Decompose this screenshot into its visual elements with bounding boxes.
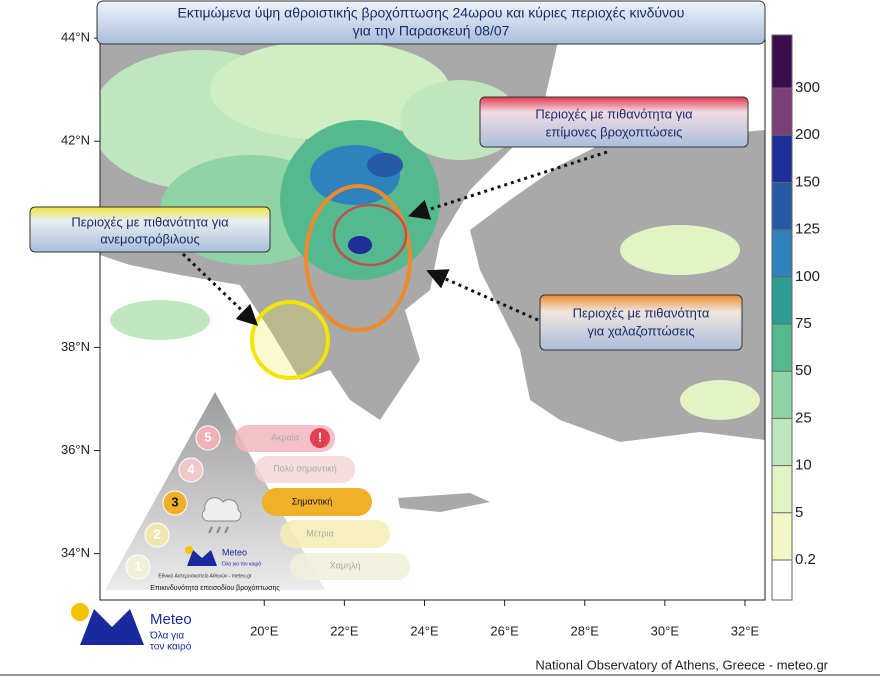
annotation: για χαλαζοπτώσεις <box>587 323 694 338</box>
risk-label: Πολύ σημαντική <box>273 463 337 473</box>
annotation-box <box>29 206 271 253</box>
logo-tagline: Όλα για <box>149 631 184 642</box>
colorbar-label: 10 <box>795 457 812 474</box>
colorbar-label: 75 <box>795 315 812 332</box>
colorbar-bin <box>772 35 792 88</box>
risk-labels: 5 Ακραία 4 Πολύ σημαντική 3 Σημαντική 2 Μέτρια 1… <box>134 429 360 573</box>
risk-number: 4 <box>187 461 195 476</box>
colorbar-label: 200 <box>795 126 820 143</box>
risk-label: Χαμηλή <box>330 560 361 570</box>
x-tick-label: 24°E <box>410 623 439 638</box>
y-tick-label: 44°N <box>61 30 90 45</box>
colorbar-bin <box>772 465 792 513</box>
colorbar-bin <box>772 324 792 372</box>
rain-area <box>332 203 408 267</box>
x-tick-label: 32°E <box>731 623 760 638</box>
tornado-area <box>250 300 330 380</box>
colorbar-bin <box>772 182 792 230</box>
y-tick-label: 34°N <box>61 545 90 560</box>
risk-number: 1 <box>134 558 141 573</box>
annotation-box <box>539 294 743 351</box>
logo <box>71 603 144 645</box>
annotation: Περιοχές με πιθανότητα <box>573 305 710 320</box>
title: Εκτιμώμενα ύψη αθροιστικής βροχόπτωσης 2… <box>178 5 685 21</box>
colorbar-label: 0.2 <box>795 551 816 568</box>
risk-scale: ! <box>105 392 410 590</box>
annotation-box <box>479 96 749 148</box>
colorbar-label: 50 <box>795 362 812 379</box>
risk-number: 5 <box>204 429 211 444</box>
risk-number: 2 <box>153 526 160 541</box>
annotation: Περιοχές με πιθανότητα για <box>71 214 229 229</box>
colorbar-label: 100 <box>795 268 820 285</box>
colorbar-bin <box>772 88 792 136</box>
footer: National Observatory of Athens, Greece -… <box>535 657 828 672</box>
annotation: Περιοχές με πιθανότητα για <box>535 106 693 121</box>
colorbar-label: 5 <box>795 504 803 521</box>
risk-label: Μέτρια <box>306 528 333 538</box>
colorbar-bin <box>772 135 792 183</box>
svg-text:!: ! <box>318 429 322 444</box>
colorbar-frame <box>771 34 793 601</box>
risk-caption: Επικινδυνότητα επεισοδίου βροχόπτωσης <box>150 584 280 592</box>
colorbar-bin <box>772 560 792 600</box>
title-box <box>96 0 766 45</box>
x-tick-label: 28°E <box>571 623 600 638</box>
y-tick-label: 36°N <box>61 442 90 457</box>
arrow <box>408 150 608 220</box>
logo-name: Meteo <box>150 611 192 628</box>
colorbar-bin <box>772 418 792 466</box>
colorbar-bin <box>772 512 792 560</box>
logo-tagline: τον καιρό <box>150 641 192 653</box>
y-tick-label: 42°N <box>61 133 90 148</box>
hail-area <box>304 184 412 332</box>
title: για την Παρασκευή 08/07 <box>353 23 510 39</box>
colorbar-bin <box>772 229 792 277</box>
x-tick-label: 26°E <box>490 623 519 638</box>
colorbar-label: 125 <box>795 221 820 238</box>
arrow <box>181 252 259 326</box>
x-tick-label: 22°E <box>330 623 359 638</box>
risk-tagline: Όλα για τον καιρό <box>221 560 261 567</box>
colorbar-label: 25 <box>795 409 812 426</box>
arrow <box>426 269 539 322</box>
annotation: ανεμοστρόβιλους <box>100 231 200 246</box>
risk-label: Σημαντική <box>292 496 333 506</box>
annotation: επίμονες βροχοπτώσεις <box>546 124 683 139</box>
x-tick-label: 20°E <box>250 623 279 638</box>
axes: 20°E22°E24°E26°E28°E30°E32°E44°N42°N40°N… <box>61 30 760 639</box>
colorbar-bin <box>772 371 792 419</box>
colorbar-label: 300 <box>795 79 820 96</box>
risk-brand: Meteo <box>222 547 247 557</box>
risk-credit: Εθνικό Αστεροσκοπείο Αθηνών - meteo.gr <box>158 572 252 579</box>
colorbar-bin <box>772 276 792 324</box>
x-tick-label: 30°E <box>651 623 680 638</box>
risk-number: 3 <box>171 494 178 509</box>
y-tick-label: 38°N <box>61 339 90 354</box>
colorbar-label: 150 <box>795 173 820 190</box>
risk-label: Ακραία <box>271 432 299 442</box>
